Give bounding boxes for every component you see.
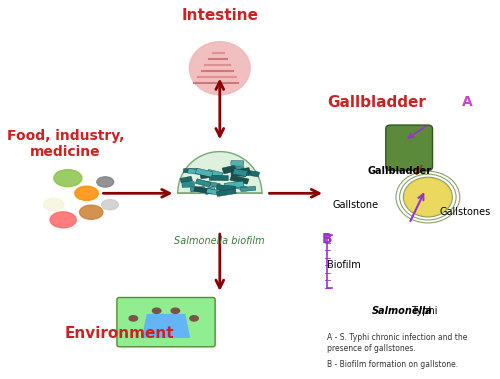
- FancyBboxPatch shape: [231, 161, 243, 166]
- Ellipse shape: [54, 169, 82, 187]
- Ellipse shape: [171, 308, 179, 313]
- FancyBboxPatch shape: [204, 186, 216, 194]
- Ellipse shape: [152, 308, 161, 313]
- FancyBboxPatch shape: [230, 175, 249, 184]
- FancyBboxPatch shape: [206, 188, 222, 196]
- Text: B: B: [322, 232, 332, 246]
- FancyBboxPatch shape: [216, 185, 236, 191]
- Text: A: A: [462, 96, 473, 109]
- Ellipse shape: [404, 178, 451, 216]
- Text: Biofilm: Biofilm: [328, 260, 361, 270]
- FancyBboxPatch shape: [232, 169, 248, 175]
- Ellipse shape: [44, 199, 64, 211]
- FancyBboxPatch shape: [195, 168, 213, 177]
- FancyBboxPatch shape: [188, 169, 202, 175]
- Ellipse shape: [102, 200, 118, 210]
- Text: Salmonella biofilm: Salmonella biofilm: [174, 236, 265, 246]
- Polygon shape: [178, 152, 262, 193]
- Ellipse shape: [50, 212, 76, 228]
- FancyBboxPatch shape: [117, 298, 215, 347]
- Polygon shape: [142, 315, 190, 337]
- FancyBboxPatch shape: [180, 176, 192, 183]
- FancyBboxPatch shape: [231, 170, 246, 177]
- FancyBboxPatch shape: [222, 165, 236, 174]
- Text: Gallbladder: Gallbladder: [327, 95, 426, 110]
- FancyBboxPatch shape: [204, 181, 220, 188]
- FancyBboxPatch shape: [200, 172, 212, 179]
- Text: Gallstones: Gallstones: [440, 207, 491, 217]
- Text: Intestine: Intestine: [182, 8, 258, 23]
- Ellipse shape: [97, 177, 114, 187]
- FancyBboxPatch shape: [194, 186, 213, 194]
- FancyBboxPatch shape: [232, 184, 247, 190]
- Text: Gallstone: Gallstone: [332, 200, 378, 210]
- FancyBboxPatch shape: [386, 125, 432, 171]
- Text: Food, industry,
medicine: Food, industry, medicine: [7, 129, 124, 159]
- FancyBboxPatch shape: [190, 186, 205, 192]
- Ellipse shape: [75, 186, 98, 200]
- FancyBboxPatch shape: [184, 169, 198, 173]
- FancyBboxPatch shape: [182, 182, 194, 187]
- FancyBboxPatch shape: [237, 168, 250, 175]
- Text: Environment: Environment: [64, 326, 174, 341]
- Text: Salmonella: Salmonella: [372, 306, 432, 316]
- Ellipse shape: [129, 316, 138, 321]
- FancyBboxPatch shape: [240, 186, 256, 192]
- Text: B - Biofilm formation on gallstone.: B - Biofilm formation on gallstone.: [328, 360, 458, 369]
- FancyBboxPatch shape: [206, 169, 223, 178]
- Text: Typhi: Typhi: [409, 306, 438, 316]
- Text: A - S. Typhi chronic infection and the
presence of gallstones.: A - S. Typhi chronic infection and the p…: [328, 333, 468, 353]
- FancyBboxPatch shape: [210, 175, 229, 181]
- Ellipse shape: [80, 205, 103, 219]
- Ellipse shape: [190, 316, 198, 321]
- FancyBboxPatch shape: [241, 169, 260, 177]
- FancyBboxPatch shape: [196, 179, 211, 187]
- FancyBboxPatch shape: [220, 186, 230, 192]
- FancyBboxPatch shape: [216, 189, 236, 196]
- FancyBboxPatch shape: [224, 181, 244, 189]
- FancyBboxPatch shape: [233, 166, 244, 171]
- Text: Gallbladder: Gallbladder: [367, 166, 431, 175]
- Ellipse shape: [190, 42, 250, 95]
- FancyBboxPatch shape: [233, 169, 248, 177]
